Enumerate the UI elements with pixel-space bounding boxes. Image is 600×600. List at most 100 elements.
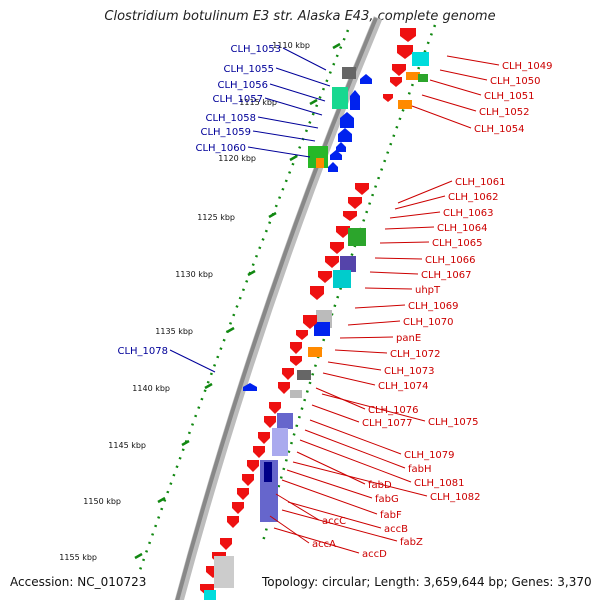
gene-feature xyxy=(290,356,302,366)
gene-label: CLH_1082 xyxy=(430,492,481,503)
gene-label: CLH_1078 xyxy=(117,346,168,357)
gene-feature xyxy=(220,538,232,550)
gene-label: CLH_1074 xyxy=(378,381,429,392)
gene-feature xyxy=(278,382,290,394)
gene-label: CLH_1052 xyxy=(479,107,530,118)
kbp-tick-mark xyxy=(226,326,235,334)
kbp-label: 1140 kbp xyxy=(132,384,170,393)
leader-line xyxy=(287,501,382,529)
gene-feature xyxy=(392,64,406,76)
gene-label: CLH_1064 xyxy=(437,223,488,234)
gene-feature xyxy=(332,87,348,109)
gene-label: accB xyxy=(384,524,408,535)
gene-feature xyxy=(398,100,412,109)
leader-line xyxy=(257,116,319,129)
kbp-label: 1145 kbp xyxy=(108,441,146,450)
kbp-tick-mark xyxy=(332,42,341,50)
gene-label: CLH_1072 xyxy=(390,349,441,360)
gene-feature xyxy=(253,446,265,458)
gene-label: CLH_1070 xyxy=(403,317,454,328)
leader-line xyxy=(411,105,472,129)
kbp-tick-mark xyxy=(204,382,213,390)
gene-feature xyxy=(330,150,342,160)
gene-feature xyxy=(336,142,346,152)
gene-feature xyxy=(204,590,216,600)
gene-label: CLH_1055 xyxy=(223,64,274,75)
gene-feature xyxy=(282,368,294,380)
gene-feature xyxy=(418,74,428,82)
leader-line xyxy=(273,527,360,554)
leader-line xyxy=(296,451,366,485)
gene-label: fabG xyxy=(375,494,399,505)
gene-feature xyxy=(310,286,324,300)
leader-line xyxy=(299,439,412,483)
gene-feature xyxy=(316,158,324,168)
leader-line xyxy=(339,336,394,339)
gene-label: fabF xyxy=(380,510,402,521)
leader-line xyxy=(347,320,401,326)
leader-line xyxy=(394,195,446,210)
kbp-label: 1120 kbp xyxy=(218,154,256,163)
gene-label: CLH_1053 xyxy=(230,44,281,55)
leader-line xyxy=(304,429,406,469)
gene-feature xyxy=(272,428,288,456)
gene-feature xyxy=(297,370,311,380)
leader-line xyxy=(264,97,323,116)
leader-line xyxy=(309,419,402,455)
gene-label: CLH_1066 xyxy=(425,255,476,266)
leader-line xyxy=(421,94,477,112)
leader-line xyxy=(446,55,500,66)
leader-line xyxy=(169,349,216,373)
gene-feature xyxy=(406,72,420,80)
gene-feature xyxy=(400,28,416,42)
kbp-tick-mark xyxy=(289,154,298,162)
gene-label: accA xyxy=(312,539,336,550)
leader-line xyxy=(389,211,441,219)
leader-line xyxy=(397,180,453,204)
gene-feature xyxy=(383,94,393,102)
gene-feature xyxy=(232,502,244,514)
gene-label: CLH_1062 xyxy=(448,192,499,203)
leader-line xyxy=(334,349,388,354)
gene-label: CLH_1067 xyxy=(421,270,472,281)
gene-feature xyxy=(348,228,366,246)
kbp-tick-mark xyxy=(181,439,190,447)
leader-line xyxy=(269,83,326,102)
gene-label: fabZ xyxy=(400,537,423,548)
gene-feature xyxy=(342,67,356,79)
gene-label: CLH_1049 xyxy=(502,61,553,72)
gene-feature xyxy=(247,460,259,472)
gene-feature xyxy=(350,90,360,110)
gene-label: accC xyxy=(322,516,346,527)
gene-feature xyxy=(290,390,302,398)
leader-line xyxy=(281,509,398,542)
leader-line xyxy=(281,479,378,515)
gene-feature xyxy=(328,162,338,172)
leader-line xyxy=(384,226,435,230)
leader-line xyxy=(364,287,413,290)
kbp-label: 1125 kbp xyxy=(197,213,235,222)
gene-feature xyxy=(308,347,322,357)
gene-label: fabD xyxy=(368,480,392,491)
gene-feature xyxy=(340,112,354,128)
leader-line xyxy=(282,47,327,71)
gene-label: fabH xyxy=(408,464,432,475)
gene-feature xyxy=(214,556,234,588)
gene-label: CLH_1054 xyxy=(474,124,525,135)
leader-line xyxy=(275,67,331,87)
gene-feature xyxy=(258,432,270,444)
summary-text: Topology: circular; Length: 3,659,644 bp… xyxy=(262,575,592,589)
gene-feature xyxy=(296,330,308,340)
gene-feature xyxy=(264,416,276,428)
leader-line xyxy=(286,469,373,499)
leader-line xyxy=(354,304,406,309)
gene-feature xyxy=(390,77,402,87)
leader-line xyxy=(369,271,419,275)
gene-label: CLH_1056 xyxy=(217,80,268,91)
gene-feature xyxy=(397,45,413,59)
kbp-label: 1135 kbp xyxy=(155,327,193,336)
gene-feature xyxy=(330,242,344,254)
gene-label: CLH_1057 xyxy=(212,94,263,105)
